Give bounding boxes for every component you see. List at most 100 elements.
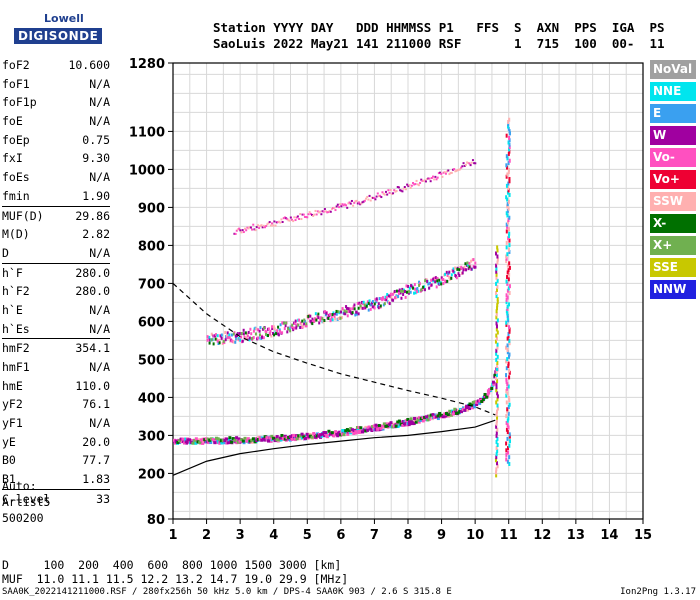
echo-point [505, 245, 508, 250]
echo-point [335, 309, 338, 313]
polarization-legend: NoVal NNE E W Vo- Vo+ SSW X- X+ SSE NNW [650, 60, 696, 302]
echo-point [470, 403, 474, 407]
echo-point [507, 411, 510, 416]
echo-point [298, 433, 302, 437]
echo-point [416, 287, 419, 291]
echo-point [203, 438, 207, 442]
echo-point [416, 290, 419, 294]
echo-point [474, 261, 477, 265]
echo-point [507, 334, 510, 339]
echo-point [444, 272, 447, 276]
echo-point [306, 216, 309, 219]
echo-point [333, 314, 336, 318]
echo-point [506, 204, 509, 209]
echo-point [315, 318, 318, 322]
echo-point [505, 400, 508, 405]
echo-point [382, 422, 386, 426]
echo-point [270, 434, 274, 438]
echo-point [423, 179, 426, 182]
echo-point [364, 306, 367, 310]
echo-point [495, 433, 498, 438]
y-tick-label: 200 [138, 467, 165, 482]
echo-point [335, 433, 339, 437]
echo-point [406, 183, 409, 186]
echo-point [506, 311, 509, 316]
echo-point [223, 438, 227, 442]
echo-point [507, 425, 510, 430]
echo-point [435, 285, 438, 289]
echo-point [469, 164, 472, 167]
echo-point [460, 166, 463, 169]
echo-point [319, 433, 323, 437]
echo-point [234, 334, 237, 338]
echo-point [465, 268, 468, 272]
echo-point [234, 232, 237, 235]
echo-point [496, 394, 499, 399]
echo-point [506, 306, 509, 311]
echo-point [235, 334, 238, 338]
profile-dashed-line [172, 282, 496, 416]
echo-point [463, 164, 466, 167]
echo-point [508, 272, 511, 277]
echo-point [186, 438, 190, 442]
param-value: N/A [89, 76, 110, 91]
x-tick-label: 5 [303, 528, 312, 543]
echo-point [221, 438, 225, 442]
echo-point [463, 266, 466, 270]
echo-point [361, 306, 364, 310]
param-row: B1 1.83 [2, 470, 110, 489]
echo-point [340, 310, 343, 314]
param-value: N/A [89, 245, 110, 260]
echo-point [450, 273, 453, 277]
echo-point [507, 151, 510, 156]
echo-point [496, 409, 499, 414]
echo-point [466, 404, 470, 408]
echo-point [258, 437, 262, 441]
echo-point [408, 290, 410, 294]
echo-point [496, 345, 499, 350]
echo-point [272, 224, 275, 227]
echo-point [178, 439, 182, 443]
echo-point [271, 325, 274, 329]
echo-point [369, 307, 372, 311]
echo-point [505, 293, 508, 298]
echo-point [320, 213, 323, 216]
echo-point [376, 192, 379, 195]
echo-point [235, 337, 238, 341]
echo-point [261, 226, 264, 229]
profile-solid-line [172, 419, 496, 476]
echo-point [496, 449, 499, 454]
echo-point [216, 339, 219, 343]
echo-point [461, 271, 464, 275]
echo-point [404, 295, 407, 299]
echo-point [303, 322, 306, 326]
echo-point [303, 215, 306, 218]
echo-point [283, 437, 287, 441]
echo-point [439, 171, 442, 174]
echo-point [455, 276, 458, 280]
echo-point [506, 350, 509, 355]
echo-point [262, 326, 265, 330]
param-row: foE N/A [2, 112, 110, 131]
echo-point [473, 265, 476, 269]
echo-point [305, 432, 309, 436]
echo-point [421, 416, 425, 420]
echo-point [508, 327, 511, 332]
echo-point [485, 395, 489, 399]
echo-point [399, 189, 402, 192]
echo-point [496, 436, 499, 441]
echo-point [436, 416, 440, 421]
echo-point [432, 279, 435, 283]
echo-point [216, 437, 220, 441]
echo-point [322, 320, 325, 324]
echo-point [394, 424, 398, 428]
echo-point [495, 424, 498, 429]
echo-point [378, 297, 381, 301]
echo-point [226, 336, 229, 340]
echo-point [458, 409, 462, 413]
echo-point [300, 322, 303, 326]
echo-point [508, 434, 511, 439]
echo-point [314, 435, 317, 439]
echo-point [307, 314, 310, 318]
echo-point [386, 424, 390, 428]
